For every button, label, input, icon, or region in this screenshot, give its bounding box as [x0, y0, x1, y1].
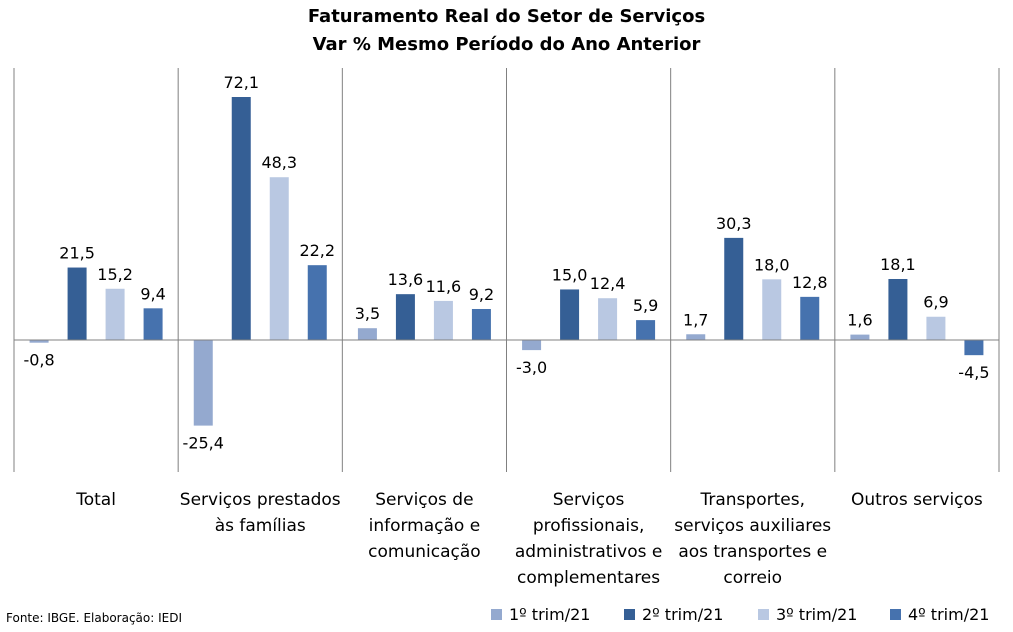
- category-label-line: serviços auxiliares: [674, 516, 832, 536]
- bar-chart: -0,821,515,29,4-25,472,148,322,23,513,6 1…: [13, 68, 1000, 472]
- bar: [800, 296, 820, 340]
- bar: [143, 308, 163, 340]
- bar: [307, 265, 327, 340]
- data-label: 15,2: [97, 265, 133, 284]
- bar: [231, 97, 251, 340]
- data-label: 6,9: [923, 293, 948, 312]
- data-label: -0,8: [23, 351, 54, 370]
- legend-label: 4º trim/21: [908, 605, 990, 624]
- category-label-line: administrativos e: [514, 542, 663, 562]
- bar: [598, 298, 618, 340]
- category-label-line: Transportes,: [700, 490, 805, 510]
- legend-item: 1º trim/21: [491, 605, 590, 624]
- bar: [67, 267, 87, 340]
- category-label: Serviços prestados às famílias: [178, 487, 342, 539]
- data-label: 15,0: [552, 265, 588, 284]
- bar: [964, 340, 984, 356]
- bar: [724, 237, 744, 340]
- bar: [471, 308, 491, 340]
- bar: [105, 288, 125, 340]
- data-label: 22,2: [299, 241, 335, 260]
- data-label: 3,5: [355, 304, 380, 323]
- category-label-line: Total: [76, 490, 116, 510]
- legend-item: 3º trim/21: [758, 605, 857, 624]
- category-label-line: profissionais,: [532, 516, 645, 536]
- data-label: -25,4: [183, 434, 224, 453]
- bar: [636, 320, 656, 340]
- data-label: 21,5: [59, 244, 95, 263]
- data-label: 48,3: [261, 153, 297, 172]
- category-label: Serviços de informação e comunicação: [342, 487, 506, 565]
- bar: [29, 340, 49, 343]
- bar: [888, 278, 908, 340]
- data-label: 18,1: [880, 255, 916, 274]
- bar: [395, 294, 415, 340]
- source-note: Fonte: IBGE. Elaboração: IEDI: [6, 611, 183, 625]
- category-label-line: Serviços prestados: [179, 490, 341, 510]
- bar: [762, 279, 782, 340]
- legend-swatch: [890, 609, 901, 620]
- legend-item: 4º trim/21: [890, 605, 989, 624]
- legend-swatch: [491, 609, 502, 620]
- legend-item: 2º trim/21: [624, 605, 723, 624]
- data-label: 30,3: [716, 214, 752, 233]
- bar: [269, 177, 289, 340]
- category-label-line: às famílias: [214, 516, 306, 536]
- category-label: Transportes, serviços auxiliares aos trans…: [671, 487, 835, 591]
- bar: [522, 340, 542, 351]
- legend-label: 1º trim/21: [509, 605, 591, 624]
- data-label: 5,9: [633, 296, 658, 315]
- data-label: 18,0: [754, 255, 790, 274]
- category-label: Serviços profissionais, administrativos e c…: [507, 487, 671, 591]
- data-label: 9,4: [140, 284, 165, 303]
- bar: [926, 316, 946, 340]
- category-label-line: Serviços: [552, 490, 625, 510]
- category-label: Outros serviços: [835, 487, 999, 513]
- chart-title: Faturamento Real do Setor de Serviços: [307, 6, 706, 27]
- category-label-line: informação e: [368, 516, 481, 536]
- legend-label: 2º trim/21: [642, 605, 724, 624]
- bar: [850, 334, 870, 340]
- data-label: -3,0: [516, 358, 547, 377]
- data-label: 13,6: [388, 270, 424, 289]
- data-label: 72,1: [223, 73, 259, 92]
- bar: [686, 334, 706, 340]
- data-label: 1,6: [847, 311, 872, 330]
- bar: [193, 340, 213, 426]
- data-label: 1,7: [683, 310, 708, 329]
- category-label-line: complementares: [517, 568, 661, 588]
- category-label-line: aos transportes e: [678, 542, 828, 562]
- data-label: 12,8: [792, 273, 828, 292]
- category-label: Total: [14, 487, 178, 513]
- category-label-line: comunicação: [368, 542, 481, 562]
- legend-swatch: [758, 609, 769, 620]
- bar: [560, 289, 580, 340]
- bar: [433, 300, 453, 340]
- legend-swatch: [624, 609, 635, 620]
- data-label: 12,4: [590, 274, 626, 293]
- data-label: 11,6: [426, 277, 462, 296]
- category-label-line: Outros serviços: [851, 490, 983, 510]
- bar: [357, 328, 377, 340]
- data-label: 9,2: [469, 285, 494, 304]
- category-label-line: Serviços de: [375, 490, 474, 510]
- chart-subtitle: Var % Mesmo Período do Ano Anterior: [312, 34, 701, 55]
- data-label: -4,5: [958, 363, 989, 382]
- category-label-line: correio: [723, 568, 783, 588]
- legend-label: 3º trim/21: [776, 605, 858, 624]
